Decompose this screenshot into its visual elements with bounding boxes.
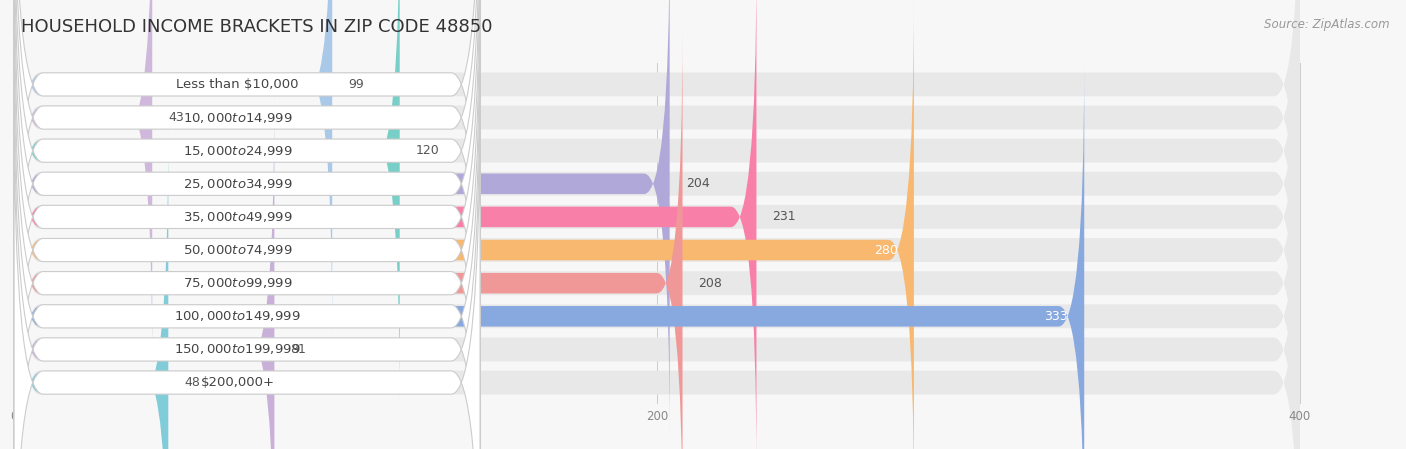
Text: $25,000 to $34,999: $25,000 to $34,999 <box>183 177 292 191</box>
FancyBboxPatch shape <box>14 0 479 449</box>
FancyBboxPatch shape <box>14 0 479 449</box>
FancyBboxPatch shape <box>14 0 1299 338</box>
Text: 208: 208 <box>699 277 723 290</box>
FancyBboxPatch shape <box>14 129 1299 449</box>
Text: 204: 204 <box>686 177 710 190</box>
Text: Source: ZipAtlas.com: Source: ZipAtlas.com <box>1264 18 1389 31</box>
FancyBboxPatch shape <box>14 128 169 449</box>
Text: 99: 99 <box>349 78 364 91</box>
FancyBboxPatch shape <box>14 0 1299 437</box>
Text: 43: 43 <box>169 111 184 124</box>
Text: $100,000 to $149,999: $100,000 to $149,999 <box>174 309 301 323</box>
Text: $10,000 to $14,999: $10,000 to $14,999 <box>183 110 292 124</box>
Text: $75,000 to $99,999: $75,000 to $99,999 <box>183 276 292 290</box>
FancyBboxPatch shape <box>14 0 1299 404</box>
FancyBboxPatch shape <box>14 0 332 339</box>
FancyBboxPatch shape <box>14 62 1084 449</box>
Text: 120: 120 <box>416 144 440 157</box>
Text: $50,000 to $74,999: $50,000 to $74,999 <box>183 243 292 257</box>
FancyBboxPatch shape <box>14 0 479 371</box>
Text: 333: 333 <box>1045 310 1069 323</box>
FancyBboxPatch shape <box>14 0 479 404</box>
Text: 280: 280 <box>875 243 898 256</box>
FancyBboxPatch shape <box>14 0 914 449</box>
Text: 48: 48 <box>184 376 200 389</box>
FancyBboxPatch shape <box>14 0 669 439</box>
Text: 81: 81 <box>291 343 307 356</box>
Text: Less than $10,000: Less than $10,000 <box>177 78 299 91</box>
FancyBboxPatch shape <box>14 97 1299 449</box>
FancyBboxPatch shape <box>14 30 1299 449</box>
FancyBboxPatch shape <box>14 63 1299 449</box>
FancyBboxPatch shape <box>14 0 1299 449</box>
FancyBboxPatch shape <box>14 0 1299 370</box>
FancyBboxPatch shape <box>14 96 479 449</box>
FancyBboxPatch shape <box>14 0 479 449</box>
FancyBboxPatch shape <box>14 0 479 437</box>
Text: 231: 231 <box>772 211 796 224</box>
FancyBboxPatch shape <box>14 95 274 449</box>
FancyBboxPatch shape <box>14 0 756 449</box>
FancyBboxPatch shape <box>14 28 682 449</box>
Text: $200,000+: $200,000+ <box>201 376 274 389</box>
FancyBboxPatch shape <box>14 0 152 372</box>
FancyBboxPatch shape <box>14 0 1299 449</box>
Text: $150,000 to $199,999: $150,000 to $199,999 <box>174 343 301 357</box>
FancyBboxPatch shape <box>14 0 399 405</box>
Text: HOUSEHOLD INCOME BRACKETS IN ZIP CODE 48850: HOUSEHOLD INCOME BRACKETS IN ZIP CODE 48… <box>21 18 492 36</box>
FancyBboxPatch shape <box>14 0 479 449</box>
Text: $35,000 to $49,999: $35,000 to $49,999 <box>183 210 292 224</box>
Text: $15,000 to $24,999: $15,000 to $24,999 <box>183 144 292 158</box>
FancyBboxPatch shape <box>14 63 479 449</box>
FancyBboxPatch shape <box>14 30 479 449</box>
